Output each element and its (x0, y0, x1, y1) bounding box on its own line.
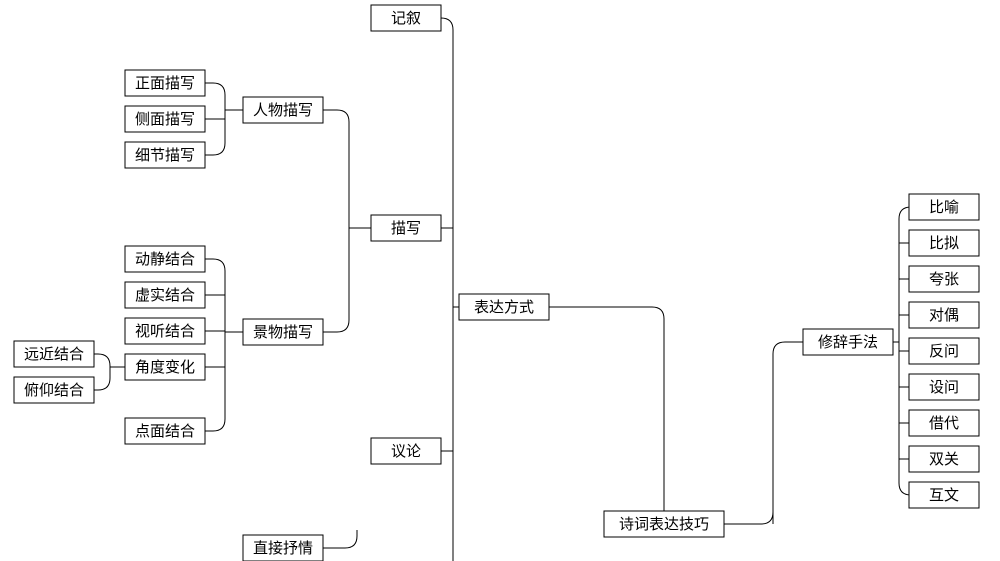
node-zhijie: 直接抒情 (243, 535, 323, 561)
node-label: 夸张 (929, 271, 959, 288)
node-yuanjin: 远近结合 (14, 341, 94, 367)
node-label: 直接抒情 (253, 540, 313, 557)
node-miaoxie: 描写 (371, 215, 441, 241)
node-biyu: 比喻 (909, 194, 979, 220)
node-label: 人物描写 (253, 102, 313, 119)
node-label: 视听结合 (135, 323, 195, 340)
node-label: 描写 (391, 220, 421, 237)
node-jixu: 记叙 (371, 5, 441, 31)
connector (337, 110, 349, 122)
node-label: 正面描写 (135, 75, 195, 92)
node-renwu: 人物描写 (243, 97, 323, 123)
node-label: 俯仰结合 (24, 382, 84, 399)
node-label: 景物描写 (253, 324, 313, 341)
node-shuangguan: 双关 (909, 446, 979, 472)
node-fanwen: 反问 (909, 338, 979, 364)
node-shiting: 视听结合 (125, 318, 205, 344)
node-bini: 比拟 (909, 230, 979, 256)
connector (652, 307, 664, 319)
mindmap-diagram: 记叙正面描写侧面描写细节描写 人物描写描写动静结合虚实结合视听结合角度变化点面结合… (0, 0, 1000, 561)
node-label: 侧面描写 (135, 111, 195, 128)
connector (213, 83, 225, 95)
node-duiou: 对偶 (909, 302, 979, 328)
node-label: 修辞手法 (818, 334, 878, 351)
node-label: 点面结合 (135, 423, 195, 440)
node-label: 细节描写 (135, 147, 195, 164)
connector (773, 342, 785, 354)
node-label: 远近结合 (24, 346, 84, 363)
node-label: 诗词表达技巧 (619, 516, 709, 533)
node-biaoda: 表达方式 (459, 294, 549, 320)
node-label: 设问 (929, 379, 959, 396)
node-label: 反问 (929, 343, 959, 360)
node-label: 虚实结合 (135, 287, 195, 304)
node-jiedai: 借代 (909, 410, 979, 436)
node-shewen: 设问 (909, 374, 979, 400)
connector (337, 320, 349, 332)
connector (213, 259, 225, 271)
node-xushi: 虚实结合 (125, 282, 205, 308)
node-yilun: 议论 (371, 438, 441, 464)
connector (345, 536, 357, 548)
node-dongjing: 动静结合 (125, 246, 205, 272)
connector (98, 354, 110, 366)
node-jiaodu: 角度变化 (125, 354, 205, 380)
node-label: 记叙 (391, 10, 421, 27)
connector (213, 143, 225, 155)
node-label: 互文 (929, 487, 959, 504)
node-label: 双关 (929, 451, 959, 468)
connector (98, 378, 110, 390)
node-label: 比拟 (929, 235, 959, 252)
node-label: 表达方式 (474, 299, 534, 316)
connector (213, 419, 225, 431)
node-zhengmian: 正面描写 (125, 70, 205, 96)
node-dianmian: 点面结合 (125, 418, 205, 444)
node-kuazhang: 夸张 (909, 266, 979, 292)
connector (441, 18, 453, 30)
node-huwen: 互文 (909, 482, 979, 508)
node-label: 借代 (929, 415, 959, 432)
node-label: 比喻 (929, 199, 959, 216)
node-cemian: 侧面描写 (125, 106, 205, 132)
node-xiuci: 修辞手法 (803, 329, 893, 355)
node-xijie: 细节描写 (125, 142, 205, 168)
node-label: 动静结合 (135, 251, 195, 268)
node-fuyang: 俯仰结合 (14, 377, 94, 403)
node-label: 对偶 (929, 307, 959, 324)
connector (761, 512, 773, 524)
node-jingwu: 景物描写 (243, 319, 323, 345)
node-shici: 诗词表达技巧 (604, 511, 724, 537)
node-label: 角度变化 (135, 359, 195, 376)
node-label: 议论 (391, 443, 421, 460)
